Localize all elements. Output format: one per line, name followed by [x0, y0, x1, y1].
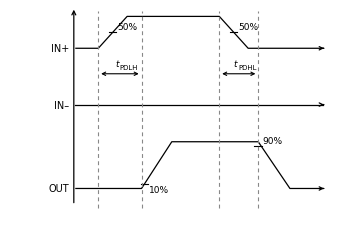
Text: t: t — [234, 60, 237, 69]
Text: PDLH: PDLH — [119, 64, 138, 70]
Text: IN+: IN+ — [51, 44, 69, 54]
Text: IN–: IN– — [54, 100, 69, 110]
Text: OUT: OUT — [49, 184, 69, 194]
Text: 10%: 10% — [149, 185, 169, 194]
Text: 50%: 50% — [117, 23, 137, 32]
Text: 90%: 90% — [263, 137, 283, 146]
Text: PDHL: PDHL — [238, 64, 256, 70]
Text: 50%: 50% — [238, 23, 258, 32]
Text: t: t — [115, 60, 119, 69]
